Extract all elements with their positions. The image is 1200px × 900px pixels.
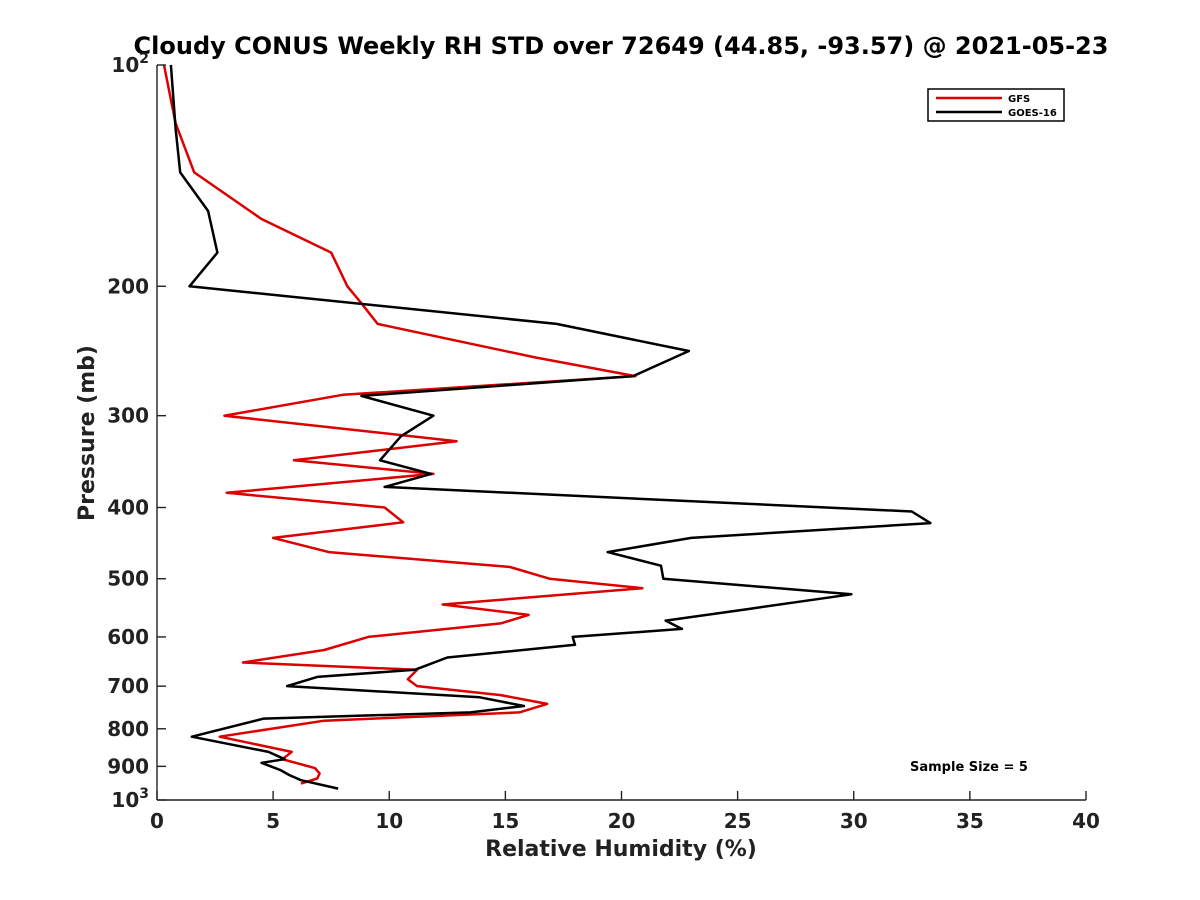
- y-tick-label: 800: [107, 717, 149, 741]
- sample-size-annotation: Sample Size = 5: [910, 760, 1028, 775]
- x-tick-label: 15: [491, 809, 519, 833]
- y-axis-label: Pressure (mb): [75, 345, 100, 521]
- y-tick-label: 600: [107, 625, 149, 649]
- y-tick-label: 700: [107, 674, 149, 698]
- x-tick-label: 20: [608, 809, 636, 833]
- x-tick-label: 0: [150, 809, 164, 833]
- x-tick-label: 30: [840, 809, 868, 833]
- y-tick-label: 500: [107, 567, 149, 591]
- y-tick-label: 300: [107, 404, 149, 428]
- legend: GFS GOES-16: [927, 88, 1065, 122]
- x-tick-label: 5: [266, 809, 280, 833]
- x-tick-label: 35: [956, 809, 984, 833]
- legend-box: [927, 88, 1065, 122]
- x-tick-label: 10: [375, 809, 403, 833]
- y-ticks: 102 200 300 400 500 600 700 800 900 103: [107, 51, 166, 812]
- legend-label: GOES-16: [1008, 108, 1057, 119]
- x-ticks: 0 5 10 15 20 25 30 35 40: [150, 791, 1100, 833]
- data-lines: [162, 64, 932, 790]
- x-tick-label: 25: [724, 809, 752, 833]
- chart-title: Cloudy CONUS Weekly RH STD over 72649 (4…: [134, 32, 1109, 60]
- series-line-gfs: [162, 64, 644, 785]
- legend-label: GFS: [1008, 94, 1030, 105]
- x-tick-label: 40: [1072, 809, 1100, 833]
- y-tick-label: 200: [107, 274, 149, 298]
- y-tick-label: 900: [107, 754, 149, 778]
- x-axis-label: Relative Humidity (%): [485, 837, 757, 862]
- series-line-goes-16: [169, 64, 932, 790]
- y-tick-label: 102: [111, 51, 149, 77]
- y-tick-label: 400: [107, 496, 149, 520]
- y-tick-label: 103: [111, 786, 149, 812]
